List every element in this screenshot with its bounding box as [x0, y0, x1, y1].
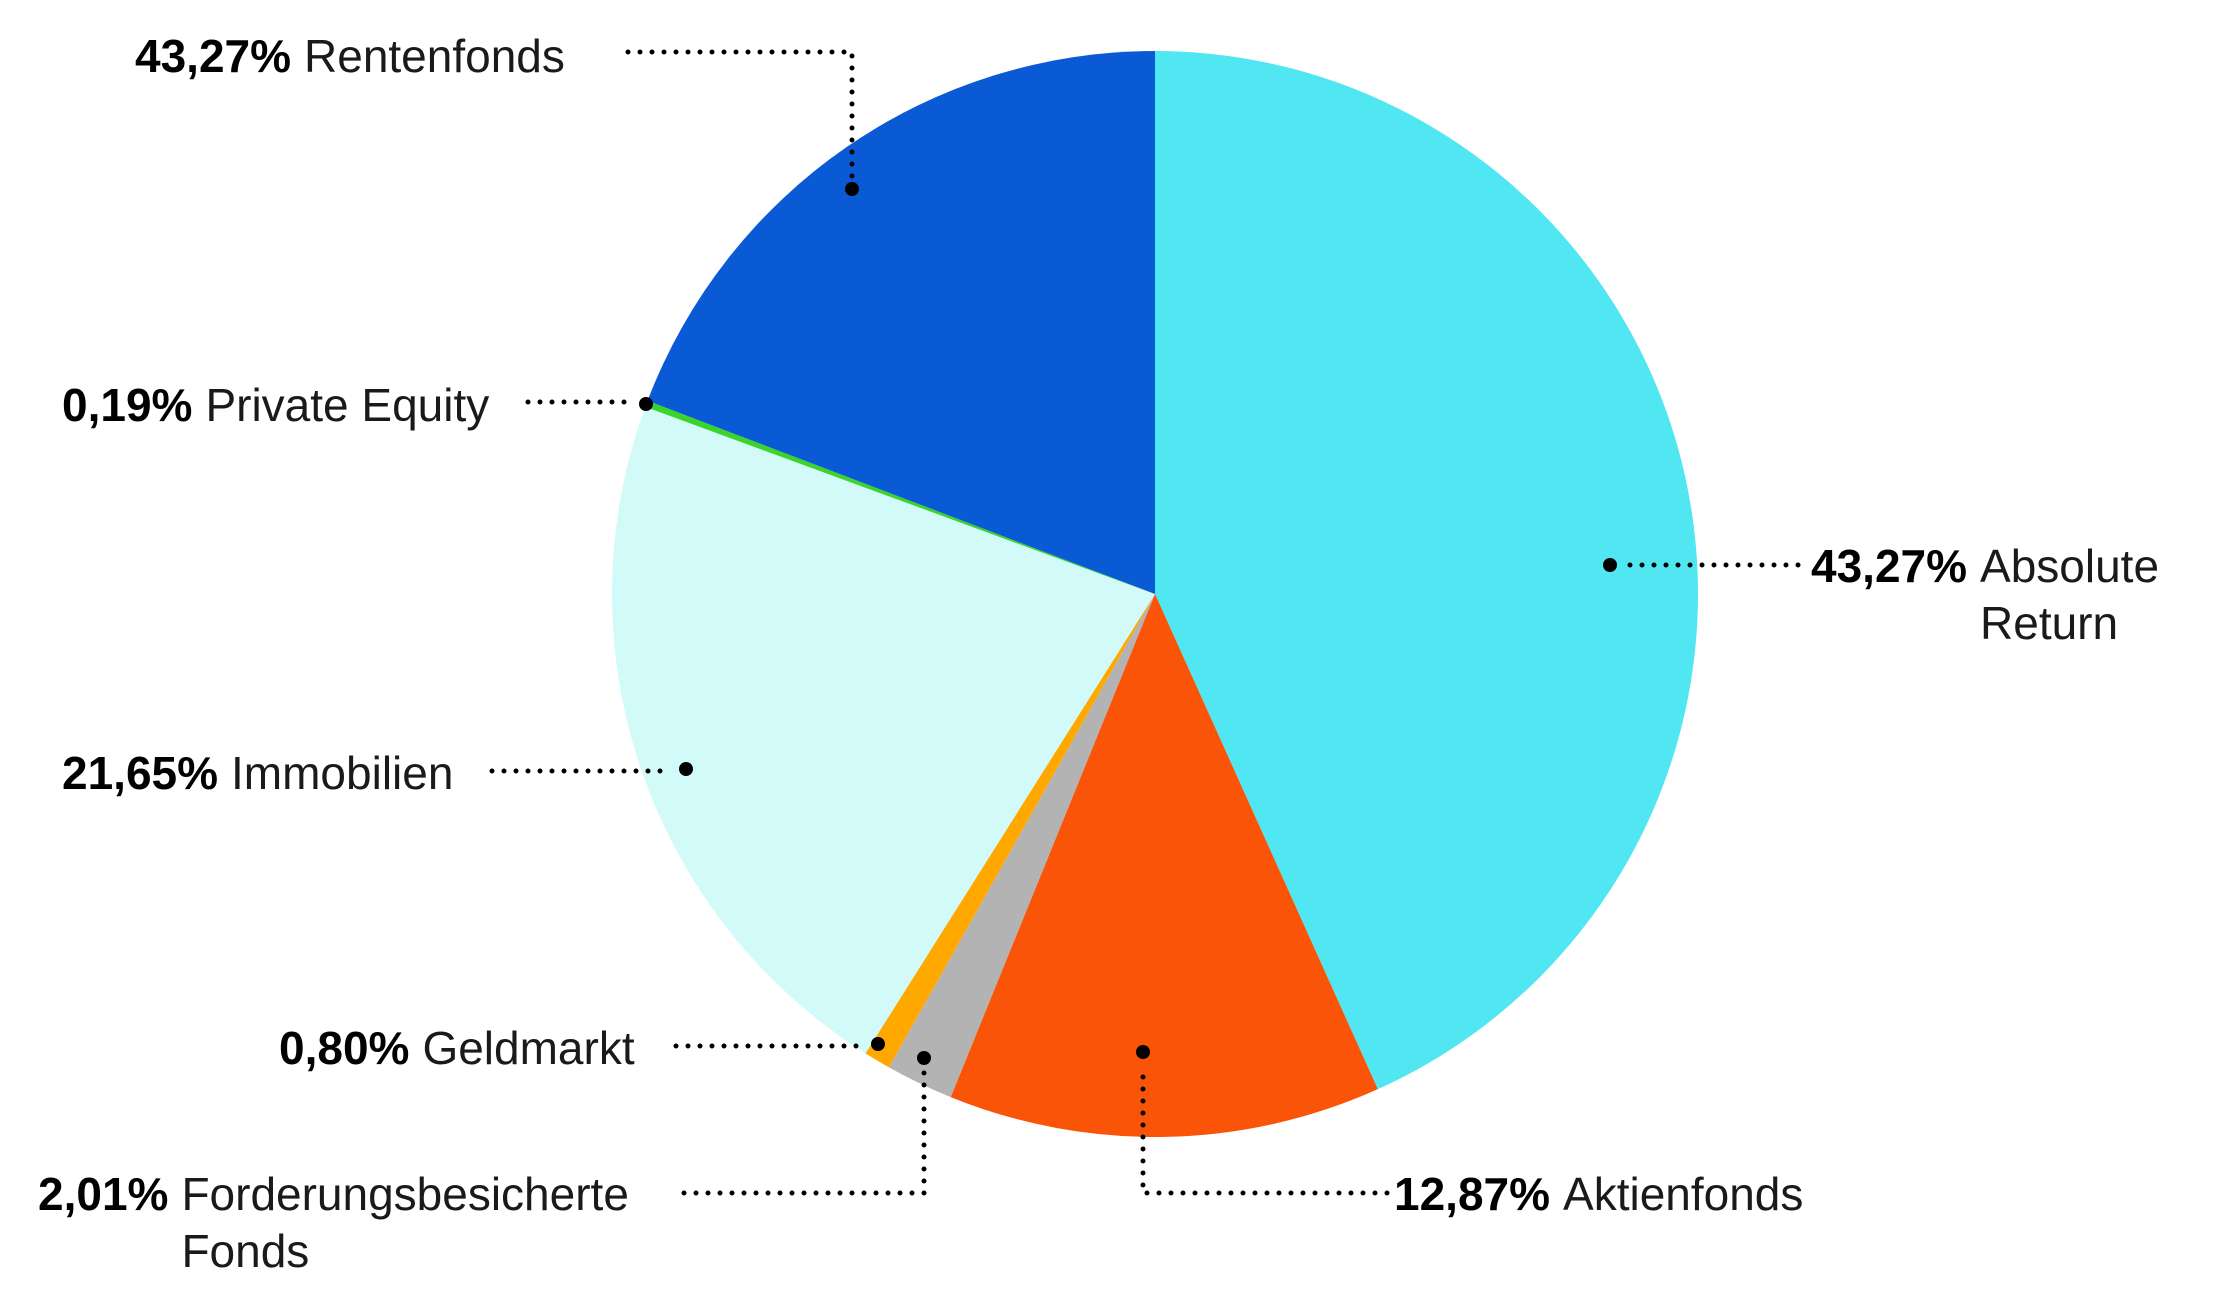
callout-aktienfonds-name: Aktienfonds — [1563, 1168, 1804, 1220]
callout-rentenfonds-pct: 43,27% — [135, 30, 292, 82]
callout-aktienfonds: 12,87% Aktienfonds — [1394, 1166, 1803, 1223]
leader-dot-geldmarkt — [871, 1037, 885, 1051]
callout-absolute-return-name: Absolute Return — [1980, 540, 2160, 649]
callout-rentenfonds: 43,27% Rentenfonds — [135, 28, 565, 85]
callout-absolute-return: 43,27% Absolute Return — [1811, 538, 2180, 652]
callout-immobilien: 21,65% Immobilien — [62, 745, 453, 802]
pie-slice-geldmarkt — [865, 594, 1155, 1068]
callout-forderungsbesicherte-fonds-name: Forderungsbesicherte Fonds — [181, 1168, 629, 1277]
callout-geldmarkt-name: Geldmarkt — [422, 1022, 635, 1074]
callout-private-equity-pct: 0,19% — [62, 379, 193, 431]
pie-slice-private-equity — [645, 400, 1155, 594]
leader-line-rentenfonds — [625, 49, 855, 185]
leader-dot-absolute-return — [1603, 558, 1617, 572]
callout-geldmarkt-pct: 0,80% — [279, 1022, 410, 1074]
callout-private-equity-name: Private Equity — [205, 379, 490, 431]
leader-dot-immobilien — [679, 762, 693, 776]
callout-immobilien-name: Immobilien — [231, 747, 454, 799]
callout-forderungsbesicherte-fonds-pct: 2,01% — [38, 1168, 169, 1220]
callout-geldmarkt: 0,80% Geldmarkt — [279, 1020, 635, 1077]
leader-dot-private-equity — [639, 397, 653, 411]
callout-aktienfonds-pct: 12,87% — [1394, 1168, 1551, 1220]
leader-line-forderungsbesicherte-fonds — [681, 1069, 927, 1196]
callout-private-equity: 0,19% Private Equity — [62, 377, 489, 434]
callout-immobilien-pct: 21,65% — [62, 747, 219, 799]
leader-dot-aktienfonds — [1136, 1045, 1150, 1059]
pie-slice-rentenfonds — [647, 51, 1155, 594]
pie-slice-aktienfonds — [950, 594, 1378, 1137]
pie-slice-forderungsbesicherte-fonds — [888, 594, 1155, 1098]
callout-absolute-return-pct: 43,27% — [1811, 540, 1968, 592]
leader-dot-rentenfonds — [845, 182, 859, 196]
callout-rentenfonds-name: Rentenfonds — [304, 30, 565, 82]
pie-slice-immobilien — [612, 406, 1155, 1054]
leader-dot-forderungsbesicherte-fonds — [917, 1051, 931, 1065]
callout-forderungsbesicherte-fonds: 2,01% Forderungsbesicherte Fonds — [38, 1166, 651, 1280]
pie-slice-absolute-return — [1155, 51, 1698, 1090]
